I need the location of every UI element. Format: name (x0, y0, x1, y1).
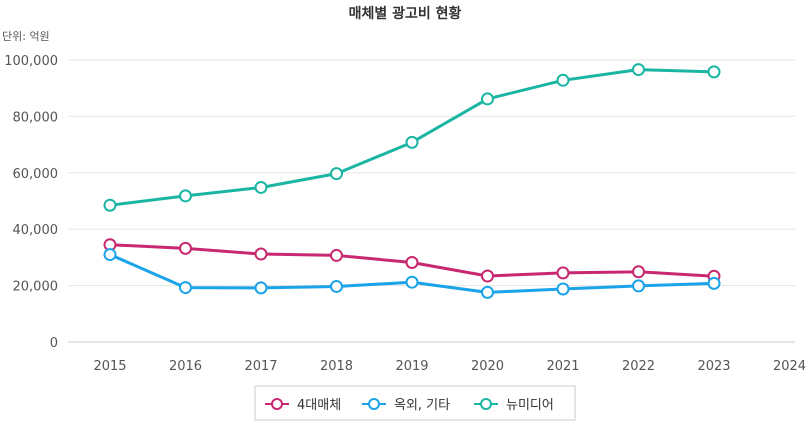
legend-item[interactable]: 뉴미디어 (474, 398, 554, 413)
data-point[interactable] (556, 282, 570, 296)
x-tick-label: 2022 (622, 359, 655, 374)
data-point[interactable] (481, 285, 494, 299)
data-point[interactable] (556, 266, 570, 280)
legend-marker (271, 398, 283, 410)
legend-marker (480, 398, 492, 410)
series-1 (103, 238, 721, 283)
series-2 (103, 248, 721, 299)
x-axis: 2015 2016 2017 2018 2019 2020 2021 2022 2023 2024 (93, 359, 806, 374)
data-point[interactable] (330, 279, 343, 293)
data-point[interactable] (707, 65, 721, 79)
series-3 (103, 63, 721, 212)
y-tick-label: 40,000 (13, 223, 59, 238)
series-layer (103, 63, 721, 299)
y-tick-label: 20,000 (13, 280, 59, 295)
data-point[interactable] (179, 189, 192, 203)
x-tick-label: 2018 (320, 359, 353, 374)
data-point[interactable] (405, 255, 419, 269)
y-tick-label: 100,000 (4, 54, 58, 69)
grid-layer (68, 59, 795, 343)
data-point[interactable] (103, 248, 117, 262)
data-point[interactable] (632, 279, 645, 293)
data-point[interactable] (179, 281, 192, 295)
y-tick-label: 0 (50, 336, 58, 351)
legend-label: 뉴미디어 (506, 398, 554, 413)
x-tick-label: 2023 (697, 359, 730, 374)
data-point[interactable] (330, 248, 343, 262)
data-point[interactable] (103, 198, 117, 212)
x-tick-label: 2015 (93, 359, 126, 374)
legend[interactable]: 4대매체 옥외, 기타 뉴미디어 (254, 385, 576, 421)
x-tick-label: 2016 (169, 359, 202, 374)
data-point[interactable] (632, 265, 645, 279)
legend-item[interactable]: 4대매체 (265, 398, 341, 413)
y-tick-label: 80,000 (13, 110, 59, 125)
x-tick-label: 2019 (395, 359, 428, 374)
legend-marker (368, 398, 380, 410)
unit-label: 단위: 억원 (2, 30, 50, 43)
x-tick-label: 2020 (471, 359, 504, 374)
data-point[interactable] (556, 73, 570, 87)
data-point[interactable] (254, 247, 268, 261)
data-point[interactable] (405, 275, 419, 289)
legend-label: 4대매체 (297, 398, 341, 413)
data-point[interactable] (632, 63, 645, 77)
data-point[interactable] (481, 269, 494, 283)
data-point[interactable] (481, 92, 494, 106)
data-point[interactable] (179, 241, 192, 255)
data-point[interactable] (254, 180, 268, 194)
legend-label: 옥외, 기타 (394, 398, 450, 413)
legend-item[interactable]: 옥외, 기타 (362, 398, 450, 413)
data-point[interactable] (330, 167, 343, 181)
data-point[interactable] (405, 135, 419, 149)
x-tick-label: 2024 (773, 359, 806, 374)
data-point[interactable] (254, 281, 268, 295)
x-tick-label: 2021 (546, 359, 579, 374)
y-axis: 0 20,000 40,000 60,000 80,000 100,000 (4, 54, 58, 351)
x-tick-label: 2017 (244, 359, 277, 374)
legend-box (254, 385, 576, 421)
chart-title: 매체별 광고비 현황 (349, 5, 462, 22)
data-point[interactable] (707, 276, 721, 290)
y-tick-label: 60,000 (13, 167, 59, 182)
